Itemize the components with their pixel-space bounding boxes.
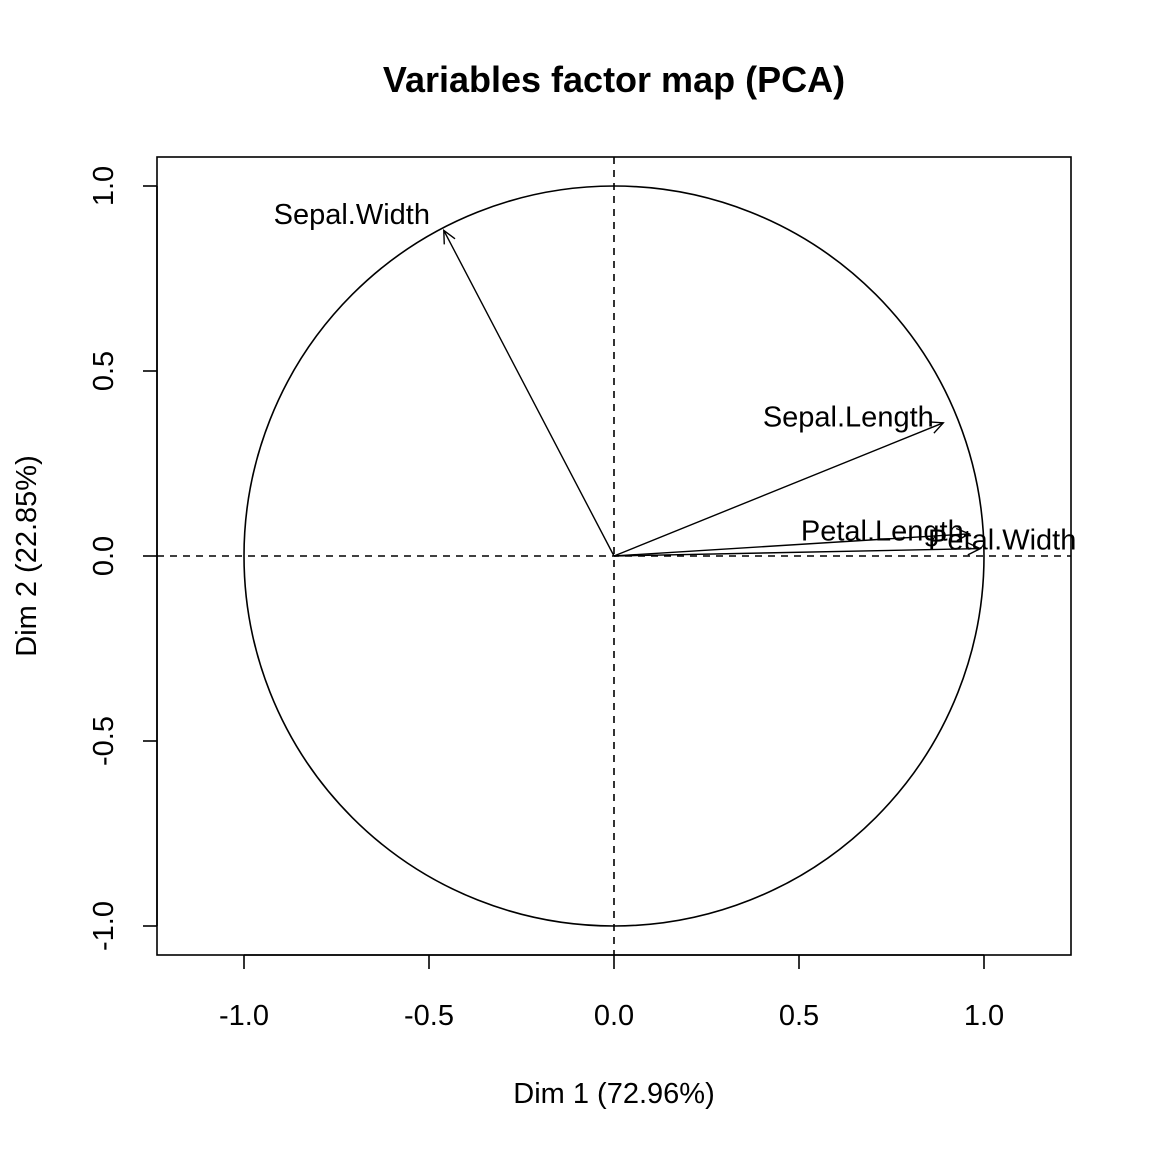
- arrow-sepal-length: [613, 422, 944, 557]
- arrowhead-petal-width: [955, 527, 971, 542]
- arrowhead-sepal-width: [443, 228, 456, 245]
- arrow-petal-length: [613, 547, 981, 557]
- chart-title: Variables factor map (PCA): [383, 59, 845, 100]
- y-axis-label: Dim 2 (22.85%): [11, 455, 43, 656]
- x-tick-label: 0.0: [594, 1000, 634, 1032]
- x-tick-label: -0.5: [404, 1000, 454, 1032]
- variable-label-sepal-length: Sepal.Length: [763, 401, 934, 433]
- y-tick-label: 0.0: [88, 536, 120, 576]
- arrow-sepal-width: [443, 230, 615, 557]
- variable-label-petal-width: Petal.Width: [928, 524, 1076, 556]
- plot-area: -1.0 -0.5 0.0 0.5 1.0 -1.0 -0.5 0.0 0.5 1.0 Sepal.…: [88, 156, 1076, 1032]
- y-tick-label: 1.0: [88, 166, 120, 206]
- x-axis-label: Dim 1 (72.96%): [513, 1078, 714, 1110]
- arrowhead-petal-length: [967, 542, 982, 556]
- variable-label-sepal-width: Sepal.Width: [274, 199, 430, 231]
- x-tick-label: -1.0: [219, 1000, 269, 1032]
- arrow-petal-width: [613, 533, 970, 557]
- arrowhead-sepal-length: [929, 421, 945, 434]
- y-tick-label: 0.5: [88, 351, 120, 391]
- correlation-circle: [243, 185, 985, 927]
- y-tick-label: -0.5: [88, 716, 120, 766]
- x-tick-label: 0.5: [779, 1000, 819, 1032]
- x-tick-label: 1.0: [964, 1000, 1004, 1032]
- y-tick-label: -1.0: [88, 901, 120, 951]
